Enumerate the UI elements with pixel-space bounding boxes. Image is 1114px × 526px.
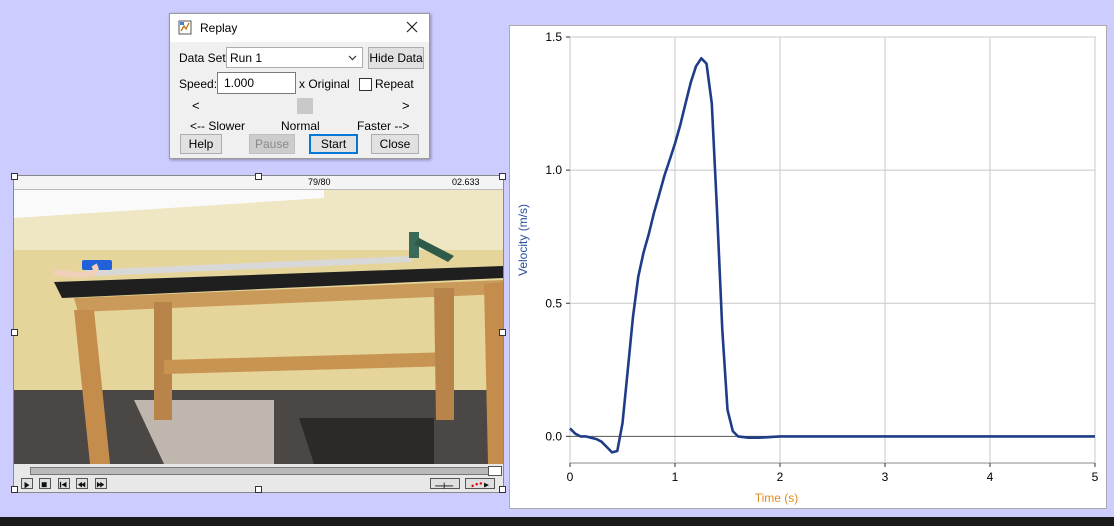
- slider-left-arrow[interactable]: <: [192, 98, 200, 113]
- velocity-series-line: [569, 57, 1095, 454]
- x-axis-label: Time (s): [755, 491, 799, 505]
- dataset-label: Data Set:: [179, 51, 230, 65]
- speed-input[interactable]: 1.000: [217, 72, 296, 94]
- video-panel: 79/80 02.633: [13, 175, 504, 493]
- x-tick-label: 3: [882, 470, 889, 484]
- slider-right-arrow[interactable]: >: [402, 98, 410, 113]
- replay-app-icon: [178, 20, 192, 35]
- x-tick-label: 1: [672, 470, 679, 484]
- close-icon[interactable]: [403, 18, 421, 36]
- plot-area: [569, 36, 1096, 464]
- skip-start-icon[interactable]: [58, 478, 70, 489]
- velocity-graph[interactable]: 0 1 2 3 4 5 0.0 0.5 1.0 1.5 Time (s) Velocity (m/s): [509, 25, 1107, 509]
- close-button[interactable]: Close: [371, 134, 419, 154]
- faster-label: Faster -->: [357, 119, 410, 133]
- dialog-title: Replay: [200, 21, 238, 35]
- video-scrubber-thumb[interactable]: [488, 466, 502, 476]
- dataset-value: Run 1: [230, 51, 263, 65]
- resize-handle[interactable]: [499, 173, 506, 180]
- velocity-chart: 0 1 2 3 4 5 0.0 0.5 1.0 1.5 Time (s) Velocity (m/s): [516, 30, 1099, 505]
- repeat-label: Repeat: [375, 77, 414, 91]
- speed-unit: x Original: [299, 77, 350, 91]
- taskbar-strip: [0, 517, 1114, 526]
- video-scrubber-track[interactable]: [30, 467, 490, 475]
- x-tick-label: 0: [567, 470, 574, 484]
- replay-dialog: Replay Data Set: Run 1 Hide Data Speed: …: [169, 13, 430, 159]
- y-axis-label: Velocity (m/s): [516, 204, 530, 276]
- speed-label: Speed:: [179, 77, 218, 91]
- slower-label: <-- Slower: [190, 119, 246, 133]
- video-info-bar: 79/80 02.633: [14, 176, 503, 190]
- x-tick-label: 4: [987, 470, 994, 484]
- resize-handle[interactable]: [499, 329, 506, 336]
- replay-path-icon[interactable]: [465, 478, 495, 489]
- video-controls: [14, 476, 503, 491]
- step-back-icon[interactable]: [76, 478, 88, 489]
- y-tick-label: 0.0: [545, 429, 562, 443]
- sync-icon[interactable]: [430, 478, 460, 489]
- y-tick-label: 1.5: [545, 30, 562, 44]
- speed-value: 1.000: [224, 76, 255, 90]
- video-frame: [14, 190, 503, 464]
- help-button[interactable]: Help: [180, 134, 222, 154]
- resize-handle[interactable]: [11, 173, 18, 180]
- resize-handle[interactable]: [499, 486, 506, 493]
- repeat-checkbox[interactable]: [359, 78, 372, 91]
- dataset-select[interactable]: Run 1: [226, 47, 363, 68]
- x-tick-label: 5: [1092, 470, 1099, 484]
- chevron-down-icon: [348, 55, 357, 61]
- resize-handle[interactable]: [255, 173, 262, 180]
- resize-handle[interactable]: [11, 329, 18, 336]
- resize-handle[interactable]: [11, 486, 18, 493]
- y-tick-label: 0.5: [545, 296, 562, 310]
- y-tick-label: 1.0: [545, 163, 562, 177]
- speed-slider-thumb[interactable]: [297, 98, 313, 114]
- x-tick-label: 2: [777, 470, 784, 484]
- frame-counter: 79/80: [308, 177, 331, 187]
- dialog-titlebar[interactable]: Replay: [170, 14, 429, 42]
- time-readout: 02.633: [452, 177, 480, 187]
- normal-label: Normal: [281, 119, 320, 133]
- play-icon[interactable]: [21, 478, 33, 489]
- step-forward-icon[interactable]: [95, 478, 107, 489]
- start-button[interactable]: Start: [309, 134, 358, 154]
- pause-button[interactable]: Pause: [249, 134, 295, 154]
- resize-handle[interactable]: [255, 486, 262, 493]
- hide-data-button[interactable]: Hide Data: [368, 47, 424, 69]
- stop-icon[interactable]: [39, 478, 51, 489]
